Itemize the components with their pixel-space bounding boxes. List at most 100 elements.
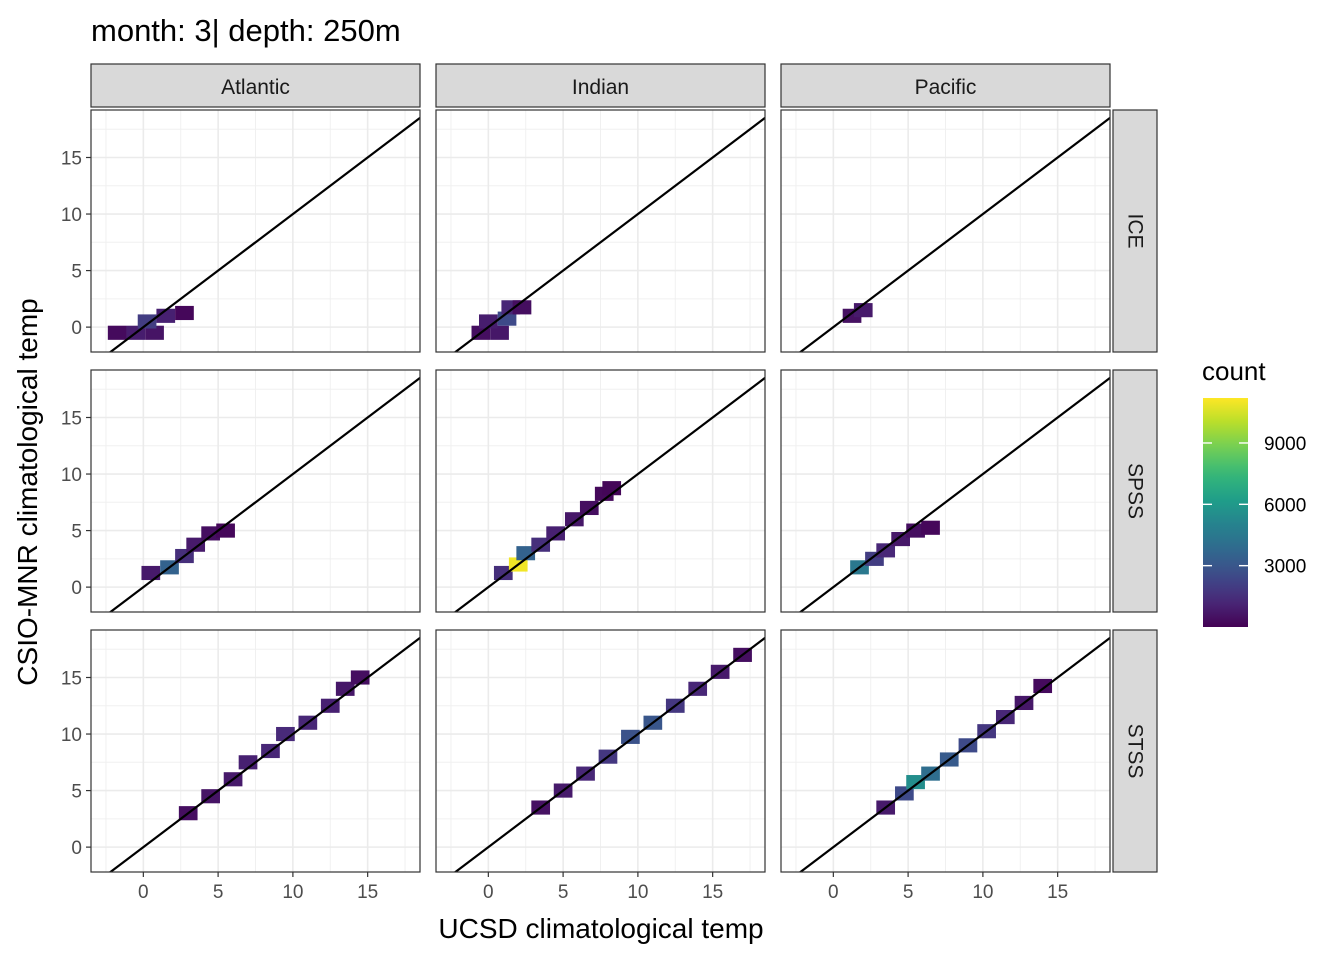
heatmap-bin [512,300,532,315]
row-strip-stss: STSS [1112,629,1158,873]
heatmap-bin [137,314,157,329]
column-strip-background [780,63,1111,108]
legend-colorbar [1203,398,1248,627]
y-tick-label: 15 [61,668,82,689]
heatmap-bin [145,325,164,340]
column-strip-background [90,63,421,108]
heatmap-bin [216,523,235,538]
heatmap-bin [175,305,194,321]
heatmap-bin [516,546,536,561]
row-strip-background [1112,629,1158,873]
x-tick-label: 15 [702,882,723,903]
row-strip-background [1112,109,1158,353]
panel-indian-stss: 0 5 10 15 [435,629,766,903]
row-strip-label: SPSS [1124,463,1147,519]
panel-plot-area [436,630,765,872]
panel-indian-spss [435,369,766,613]
column-strip-indian: Indian [435,63,766,108]
identity-reference-line [108,117,420,352]
panel-plot-area [781,370,1110,612]
row-strip-spss: SPSS [1112,369,1158,613]
panel-plot-area [781,110,1110,352]
x-tick-label: 5 [213,882,224,903]
panel-plot-area [781,630,1110,872]
heatmap-bin [335,681,355,696]
y-tick-label: 10 [61,465,82,486]
heatmap-bin [921,520,940,535]
identity-reference-line [798,637,1110,872]
y-tick-label: 0 [71,838,82,859]
panel-border [90,629,421,873]
panel-indian-ice [435,109,766,353]
heatmap-bin [107,325,127,340]
panel-plot-area [91,370,420,612]
heatmap-bin [490,325,509,340]
row-strip-label: STSS [1124,724,1147,779]
panel-pacific-spss [780,369,1111,613]
x-tick-label: 15 [357,882,378,903]
row-strip-label: ICE [1124,213,1147,248]
x-tick-label: 0 [138,882,149,903]
x-tick-label: 10 [627,882,648,903]
column-strip-background [435,63,766,108]
legend-break-label: 3000 [1264,557,1306,578]
heatmap-bin [564,512,584,527]
panel-border [90,109,421,353]
x-tick-label: 0 [828,882,839,903]
column-strip-label: Pacific [915,76,977,99]
identity-reference-line [798,377,1110,612]
y-tick-label: 0 [71,578,82,599]
panel-border [780,629,1111,873]
heatmap-bin [156,308,176,323]
heatmap-bin [621,729,640,744]
heatmap-bin [478,314,498,329]
heatmap-bin [201,526,220,541]
legend-break-label: 6000 [1264,495,1306,516]
heatmap-bin [602,481,622,496]
heatmap-bin [853,303,873,318]
y-axis-title: CSIO-MNR climatological temp [12,298,43,685]
panel-border [780,109,1111,353]
panel-border [90,369,421,613]
y-tick-label: 5 [71,262,82,283]
heatmap-bin [186,537,206,552]
y-tick-label: 10 [61,725,82,746]
column-strip-pacific: Pacific [780,63,1111,108]
x-tick-label: 15 [1047,882,1068,903]
heatmap-bin [497,311,517,326]
heatmap-bin [493,565,513,581]
panel-border [780,369,1111,613]
column-strip-label: Indian [572,76,629,99]
heatmap-bin [891,531,910,547]
count-legend: count 3000 6000 9000 [1202,356,1306,627]
row-strip-background [1112,369,1158,613]
y-tick-label: 10 [61,205,82,226]
panel-border [435,369,766,613]
panel-plot-area [436,110,765,352]
identity-reference-line [453,377,765,612]
heatmap-bin [141,565,161,581]
panel-atlantic-spss: 0 5 10 15 [61,369,421,613]
y-tick-label: 5 [71,522,82,543]
x-tick-label: 10 [282,882,303,903]
y-tick-label: 15 [61,408,82,429]
panel-plot-area [91,630,420,872]
panel-atlantic-ice: 0 5 10 15 [61,109,421,353]
legend-break-label: 9000 [1264,434,1306,455]
heatmap-bin [531,537,551,552]
chart-title: month: 3| depth: 250m [91,13,401,48]
row-strip-ice: ICE [1112,109,1158,353]
panel-atlantic-stss: 0 5 10 15 0 5 10 15 [61,629,421,903]
heatmap-bin [906,523,925,538]
panel-plot-area [91,110,420,352]
x-tick-label: 5 [903,882,914,903]
heatmap-bin [238,755,258,770]
legend-title: count [1202,356,1266,386]
heatmap-bin [350,670,370,685]
heatmap-bin [579,500,599,516]
column-strip-atlantic: Atlantic [90,63,421,108]
panel-border [435,629,766,873]
panel-pacific-stss: 0 5 10 15 [780,629,1111,903]
y-tick-label: 15 [61,148,82,169]
